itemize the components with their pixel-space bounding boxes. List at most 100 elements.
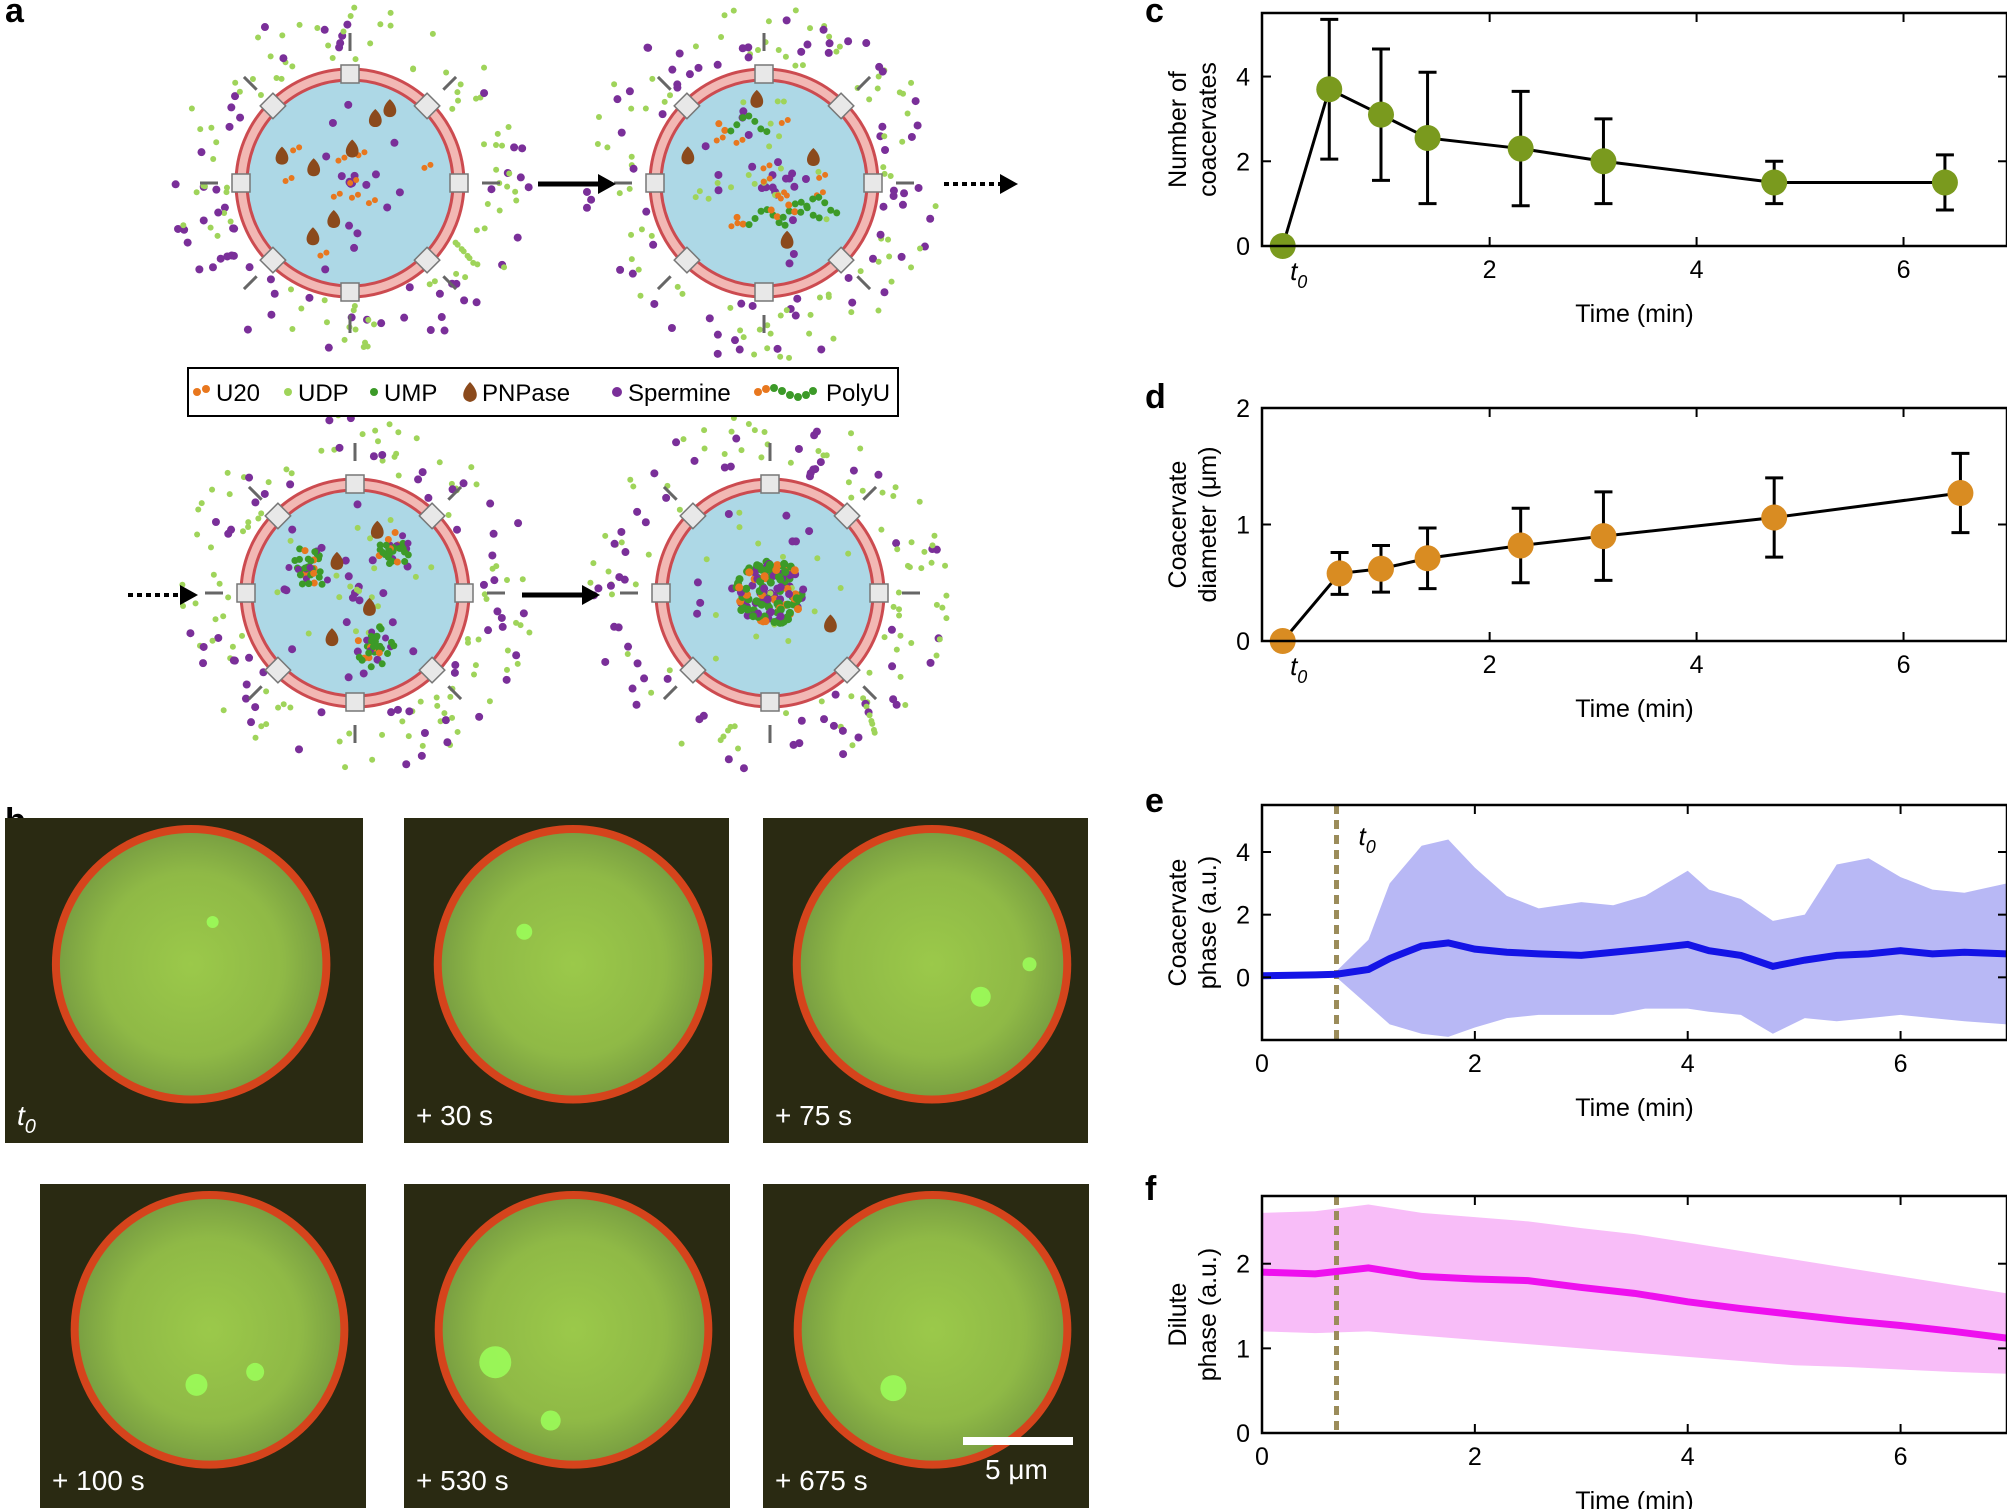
- outer-particle: [198, 500, 205, 507]
- outer-particle: [908, 264, 915, 271]
- outer-particle: [833, 48, 840, 55]
- udp-particle: [767, 120, 774, 127]
- vesicle-lumen: [800, 833, 1064, 1096]
- outer-particle: [364, 343, 371, 350]
- outer-particle: [487, 185, 496, 194]
- outer-particle: [212, 616, 219, 623]
- udp-particle: [745, 172, 752, 179]
- spermine-particle: [321, 265, 330, 274]
- membrane-pore: [449, 173, 469, 193]
- micrograph-tile: + 100 s: [40, 1184, 366, 1508]
- outer-particle: [764, 322, 771, 329]
- outer-particle: [898, 200, 907, 209]
- coacervate-droplet: [753, 561, 762, 570]
- outer-particle: [860, 695, 867, 702]
- arrow-head-4: [582, 585, 600, 605]
- outer-particle: [283, 466, 290, 473]
- pnpase-enzyme: [370, 520, 384, 539]
- outer-particle: [287, 286, 294, 293]
- outer-particle: [819, 25, 828, 34]
- coacervate-droplet: [790, 566, 799, 575]
- legend-label-ump: UMP: [384, 380, 437, 407]
- outer-particle: [740, 334, 747, 341]
- outer-particle: [632, 700, 641, 709]
- outer-particle: [777, 312, 784, 319]
- outer-particle: [871, 729, 878, 736]
- outer-particle: [897, 673, 904, 680]
- outer-particle: [738, 44, 747, 53]
- coacervate-droplet: [365, 649, 373, 657]
- y-axis-label: Dilute: [1164, 1283, 1192, 1347]
- outer-particle: [701, 445, 708, 452]
- x-tick-label: 2: [1468, 1443, 1482, 1471]
- panel-label-e: e: [1145, 782, 1164, 820]
- vesicle: [179, 412, 533, 771]
- process-arrows: [128, 174, 1018, 605]
- y-tick-label: 0: [1236, 233, 1250, 261]
- coacervate-droplet: [384, 535, 392, 543]
- spermine-particle: [345, 221, 354, 230]
- outer-particle: [499, 142, 506, 149]
- coacervate-droplet: [763, 595, 772, 604]
- outer-particle: [486, 499, 495, 508]
- outer-particle: [225, 122, 234, 131]
- data-point: [1414, 545, 1441, 572]
- coacervate-droplet: [307, 557, 315, 565]
- outer-particle: [180, 603, 187, 610]
- coacervate-droplet: [765, 560, 774, 569]
- outer-particle: [240, 528, 247, 535]
- influx-arrow: [442, 75, 458, 91]
- coacervate-droplet: [775, 618, 784, 627]
- outer-particle: [387, 708, 396, 717]
- outer-particle: [618, 539, 625, 546]
- polyu-chain: [821, 199, 829, 207]
- outer-particle: [294, 745, 303, 754]
- udp-particle: [728, 184, 735, 191]
- outer-particle: [323, 319, 330, 326]
- y-tick-label: 0: [1236, 964, 1250, 992]
- outer-particle: [880, 164, 887, 171]
- outer-particle: [792, 7, 799, 14]
- outer-particle: [848, 693, 855, 700]
- outer-particle: [797, 47, 806, 56]
- spermine-particle: [282, 586, 291, 595]
- outer-particle: [431, 278, 438, 285]
- confidence-band: [1262, 1204, 2007, 1374]
- x-axis-label: Time (min): [1575, 1487, 1694, 1509]
- membrane-pore: [413, 92, 441, 120]
- coacervate-droplet: [737, 605, 746, 614]
- spermine-particle: [348, 593, 357, 602]
- outer-particle: [296, 21, 303, 28]
- coacervate-droplet: [369, 643, 377, 651]
- y-tick-label: 4: [1236, 64, 1250, 92]
- outer-particle: [517, 622, 524, 629]
- outer-particle: [881, 170, 888, 177]
- outer-particle: [648, 689, 655, 696]
- outer-particle: [876, 230, 885, 239]
- panel-label-d: d: [1145, 378, 1166, 416]
- influx-arrow: [856, 75, 872, 91]
- spermine-particle: [781, 174, 790, 183]
- u20-particle: [353, 176, 360, 183]
- outer-particle: [775, 46, 782, 53]
- membrane-pore: [413, 246, 441, 274]
- outer-particle: [199, 216, 208, 225]
- outer-particle: [820, 715, 829, 724]
- spermine-particle: [744, 130, 753, 139]
- outer-particle: [480, 89, 489, 98]
- outer-particle: [640, 674, 649, 683]
- outer-particle: [343, 20, 352, 29]
- udp-particle: [814, 555, 821, 562]
- outer-particle: [514, 660, 521, 667]
- panel-label-c: c: [1145, 0, 1164, 30]
- outer-particle: [287, 704, 294, 711]
- x-axis-label: Time (min): [1575, 300, 1694, 328]
- outer-particle: [908, 639, 915, 646]
- spermine-particle: [353, 500, 362, 509]
- spermine-particle: [368, 556, 377, 565]
- series-line: [1261, 1264, 2007, 1342]
- outer-particle: [613, 95, 622, 104]
- pnpase-icon: [463, 382, 477, 402]
- outer-particle: [885, 236, 892, 243]
- coacervate-droplet: [379, 549, 387, 557]
